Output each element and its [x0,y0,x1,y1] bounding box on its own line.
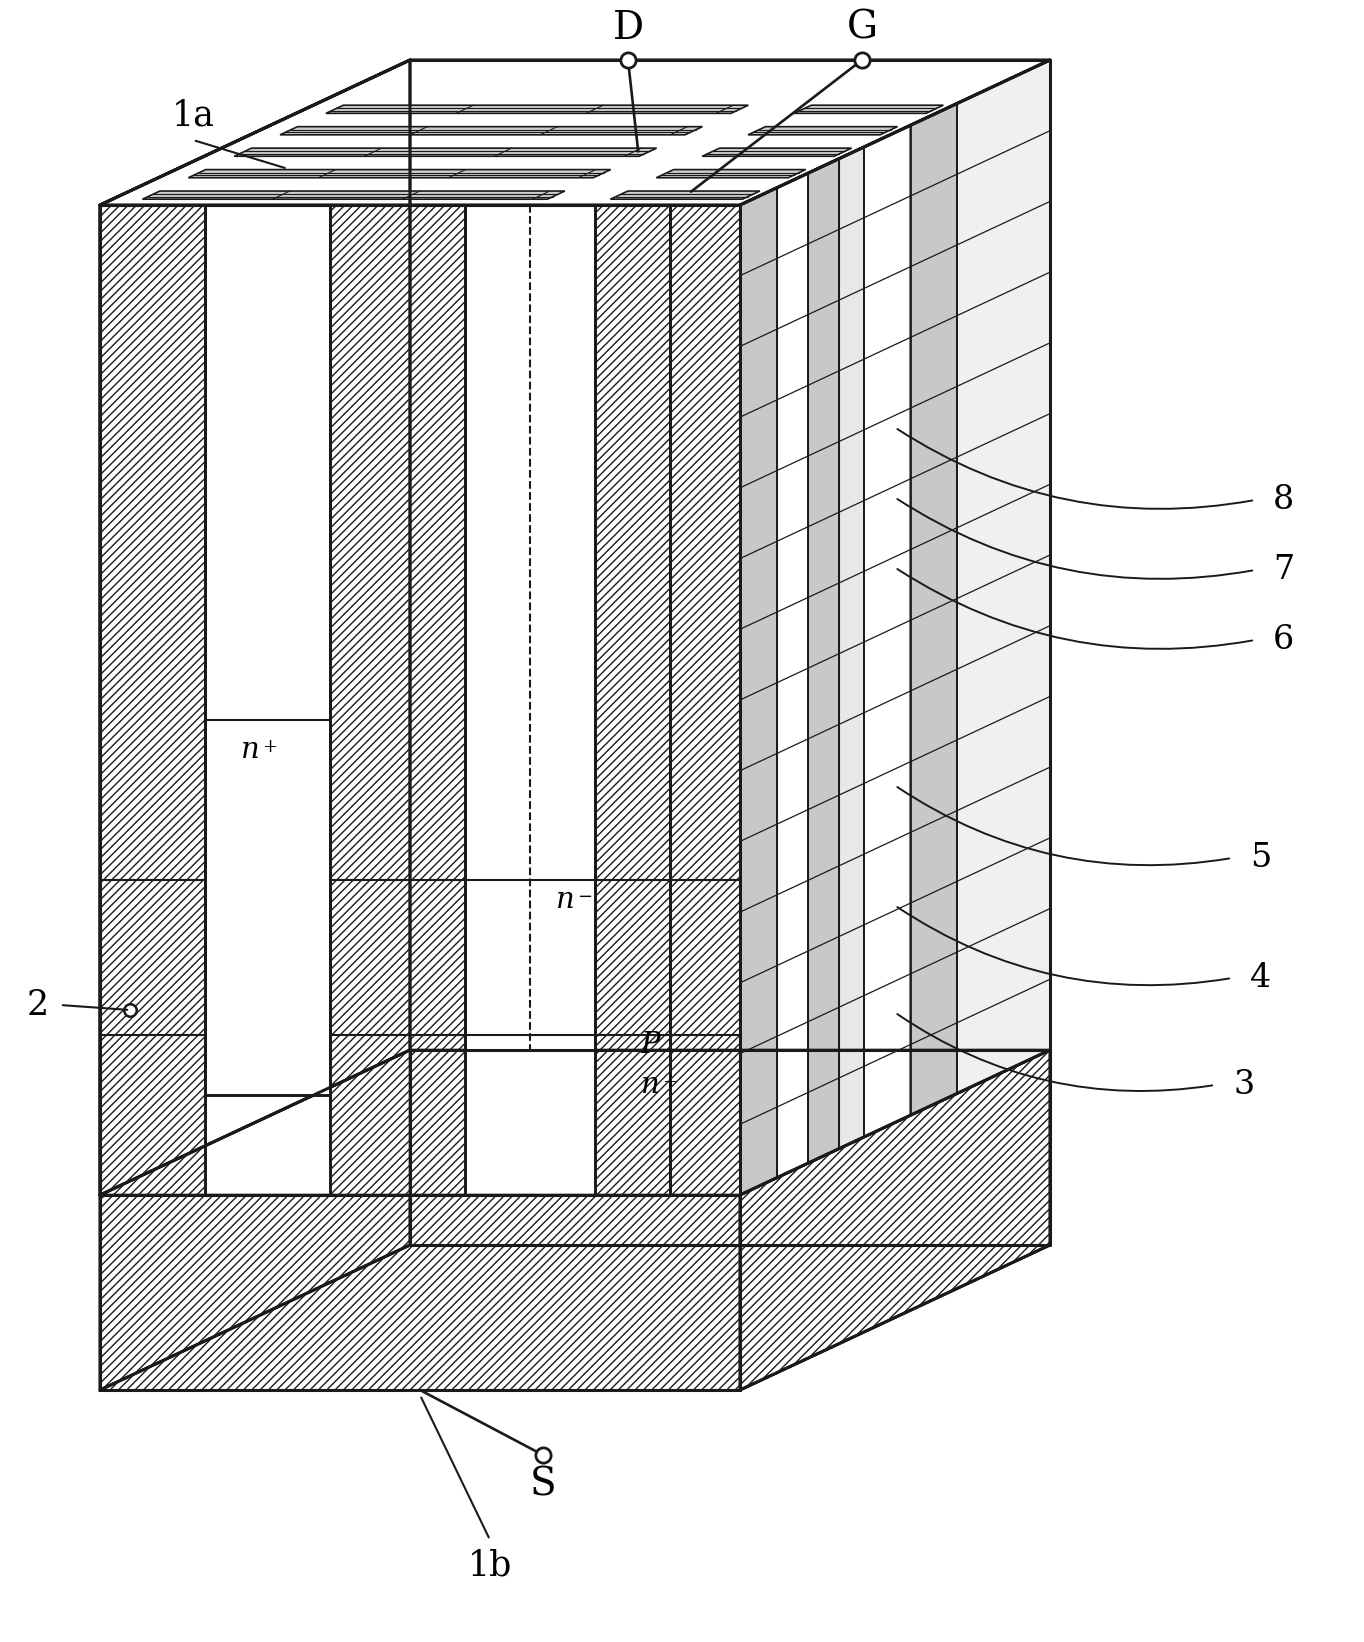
Text: +: + [662,1072,677,1090]
Polygon shape [702,148,851,156]
Text: G: G [847,10,877,46]
Polygon shape [235,148,656,156]
Polygon shape [100,1195,741,1391]
Text: n: n [641,1071,660,1098]
Text: 5: 5 [1249,842,1271,874]
Polygon shape [809,159,839,1163]
Text: 3: 3 [1233,1069,1255,1102]
Polygon shape [280,126,702,135]
Text: 1b: 1b [468,1548,513,1581]
Polygon shape [611,190,760,199]
Polygon shape [656,169,806,177]
Polygon shape [205,205,330,1095]
Polygon shape [100,1049,1050,1195]
Polygon shape [595,205,670,1195]
Polygon shape [188,169,611,177]
Polygon shape [100,205,205,1195]
Polygon shape [100,61,411,1195]
Polygon shape [465,205,595,1049]
Text: −: − [577,888,592,906]
Polygon shape [747,126,898,135]
Polygon shape [100,61,1050,205]
Text: 6: 6 [1273,624,1294,657]
Polygon shape [958,61,1050,1094]
Text: 1a: 1a [172,99,214,131]
Polygon shape [100,1049,411,1391]
Text: 2: 2 [27,988,49,1021]
Polygon shape [777,172,809,1177]
Polygon shape [330,205,465,1195]
Polygon shape [794,105,944,113]
Text: P: P [640,1031,660,1059]
Polygon shape [326,105,749,113]
Text: 8: 8 [1273,484,1294,516]
Text: 7: 7 [1273,553,1294,586]
Text: S: S [529,1466,557,1504]
Polygon shape [100,205,741,1195]
Polygon shape [142,190,565,199]
Polygon shape [911,103,958,1115]
Text: n: n [241,736,261,764]
Polygon shape [863,125,911,1136]
Polygon shape [839,148,863,1149]
Polygon shape [741,1049,1050,1391]
Text: +: + [262,737,277,755]
Polygon shape [741,187,777,1195]
Polygon shape [670,205,741,1195]
Text: 4: 4 [1249,962,1271,993]
Text: D: D [612,10,644,46]
Text: n: n [557,887,576,915]
